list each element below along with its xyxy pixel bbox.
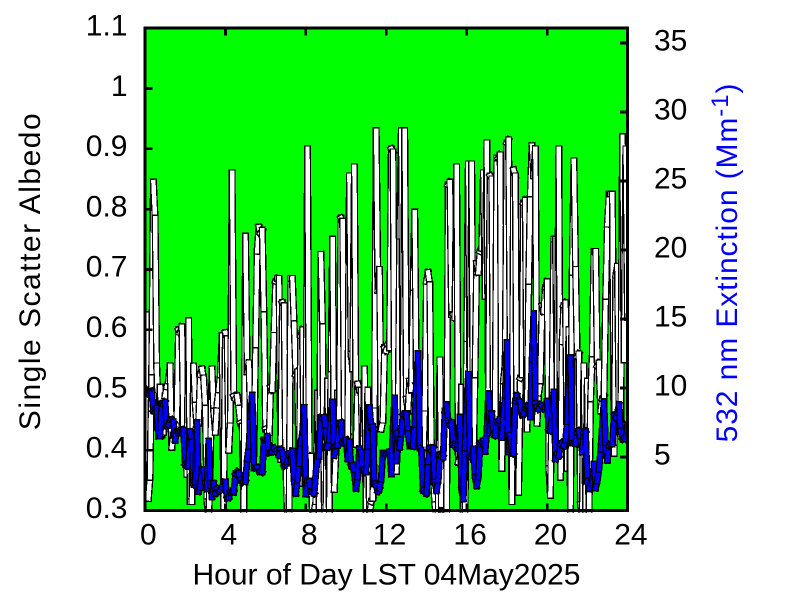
svg-text:8: 8 [301,519,318,552]
svg-text:Single Scatter Albedo: Single Scatter Albedo [14,112,47,430]
svg-text:0.7: 0.7 [86,251,128,284]
svg-text:5: 5 [654,438,671,471]
svg-text:15: 15 [654,300,687,333]
svg-text:0.3: 0.3 [86,492,128,525]
svg-text:0.5: 0.5 [86,371,128,404]
svg-text:10: 10 [654,369,687,402]
svg-text:0.4: 0.4 [86,432,128,465]
svg-text:35: 35 [654,24,687,57]
svg-text:0.9: 0.9 [86,130,128,163]
svg-text:12: 12 [373,519,406,552]
svg-text:30: 30 [654,93,687,126]
svg-text:20: 20 [654,231,687,264]
svg-text:Hour of Day LST 04May2025: Hour of Day LST 04May2025 [193,559,581,592]
svg-text:24: 24 [614,519,647,552]
svg-text:20: 20 [534,519,567,552]
svg-text:25: 25 [654,162,687,195]
svg-text:1.1: 1.1 [86,10,128,43]
svg-text:532 nm Extinction (Mm-1): 532 nm Extinction (Mm-1) [707,83,744,443]
svg-text:4: 4 [220,519,237,552]
svg-text:0.8: 0.8 [86,190,128,223]
svg-text:0.6: 0.6 [86,311,128,344]
svg-text:1: 1 [111,70,128,103]
svg-text:0: 0 [140,519,157,552]
svg-text:16: 16 [453,519,486,552]
